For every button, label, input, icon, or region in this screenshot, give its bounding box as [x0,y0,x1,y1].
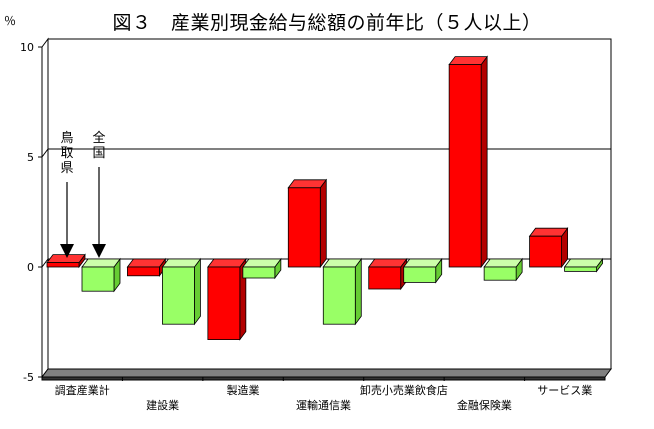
floor-front [41,376,606,381]
bar [207,257,247,341]
bar-side [194,257,201,326]
bar-top [126,258,167,268]
annotation-label: 全国 [92,130,105,161]
bar [287,178,328,269]
bar-top [242,258,282,268]
y-tick-label: 10 [20,41,34,54]
bar-front [483,266,517,281]
bar-front [564,266,597,272]
bar [448,55,488,269]
bar-front [448,64,482,268]
bar [242,257,282,280]
bar-front [162,266,195,325]
category-label: 建設業 [146,398,179,412]
bar [528,226,569,269]
bar-top [563,258,604,268]
bar-top [287,179,328,189]
bar-top [367,258,408,268]
bar-front [322,266,356,325]
category-label: 製造業 [227,383,260,397]
floor [41,368,612,378]
bar-top [207,258,247,268]
annotation-arrowhead [92,244,106,258]
bar-front [242,266,276,279]
y-unit-label: ％ [4,14,17,28]
bar-side [354,257,362,326]
bar-top [483,258,523,268]
bar-top [322,258,363,268]
bar [483,257,523,282]
bar [81,257,121,293]
y-tick-label: 0 [27,261,34,274]
bar [126,257,167,277]
bar-front [529,235,562,268]
y-tick-label: -5 [23,371,34,384]
category-label: サービス業 [537,384,592,397]
bar [322,257,363,326]
bar-front [207,266,241,340]
category-label: 金融保険業 [457,398,512,412]
bar-top [448,56,488,65]
bar-front [46,262,80,268]
bar-side [319,178,327,269]
bar-front [287,187,321,268]
bar-top [81,258,121,268]
bar [563,257,604,273]
bar-front [81,266,115,292]
bar-top [528,227,569,237]
bar-front [368,266,402,290]
category-label: 卸売小売業飲食店 [360,383,448,397]
bar [161,257,202,326]
bar [46,253,86,269]
chart-title: 図３ 産業別現金給与総額の前年比（５人以上） [112,12,542,34]
category-label: 調査産業計 [55,383,110,397]
bar [367,257,408,291]
gridline-5 [41,148,611,158]
bar-side [480,55,488,269]
bar-front [127,266,160,277]
category-label: 運輸通信業 [296,398,351,412]
annotation-arrowhead [60,244,74,258]
bar-front [403,266,437,283]
y-tick-label: 5 [27,151,34,164]
bar-top [161,258,202,268]
annotation-label: 鳥取県 [60,131,73,176]
bar-top [402,258,443,268]
left-wall [41,37,49,379]
bar [402,257,443,284]
